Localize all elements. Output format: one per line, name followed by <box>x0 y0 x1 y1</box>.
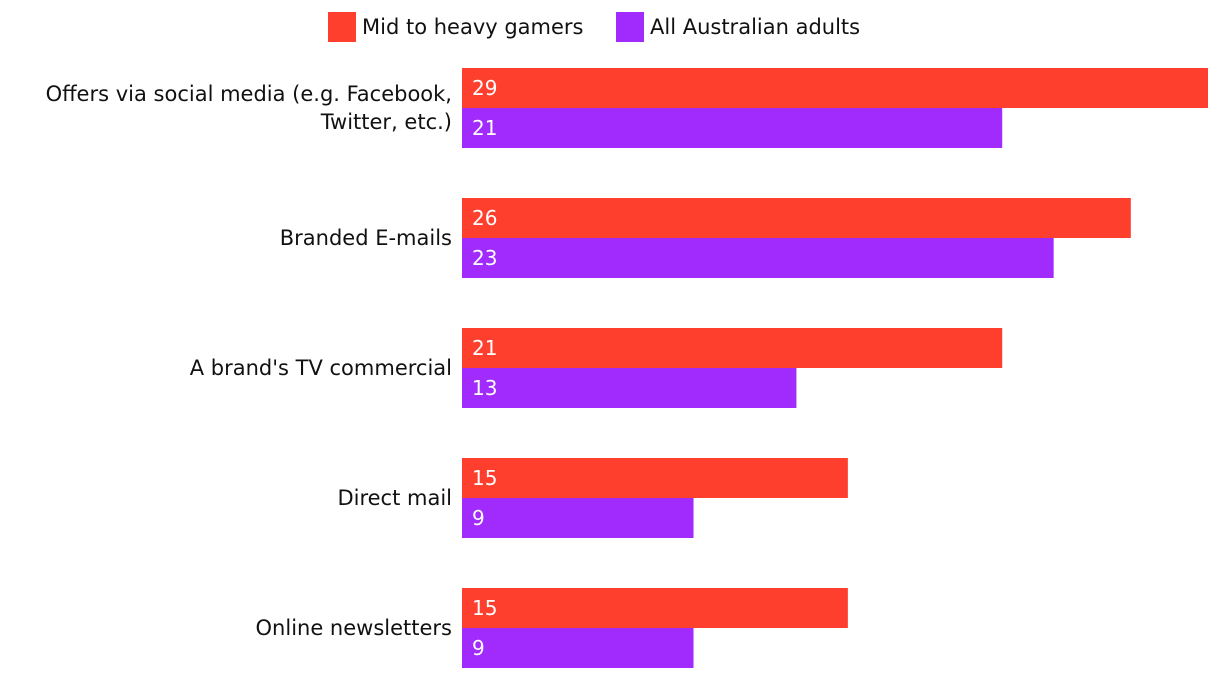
data-label-all-australian-adults-1: 23 <box>472 246 497 270</box>
data-label-all-australian-adults-4: 9 <box>472 636 485 660</box>
category-label-line: Online newsletters <box>256 616 452 640</box>
bar-all-australian-adults-2 <box>462 368 797 408</box>
data-label-mid-to-heavy-gamers-1: 26 <box>472 206 497 230</box>
bar-all-australian-adults-3 <box>462 498 694 538</box>
data-label-mid-to-heavy-gamers-2: 21 <box>472 336 497 360</box>
legend-label-all-australian-adults: All Australian adults <box>650 15 860 39</box>
data-label-all-australian-adults-3: 9 <box>472 506 485 530</box>
category-label-2: A brand's TV commercial <box>190 356 452 380</box>
category-label-line: Twitter, etc.) <box>320 110 452 134</box>
bar-mid-to-heavy-gamers-1 <box>462 198 1131 238</box>
legend: Mid to heavy gamers All Australian adult… <box>328 12 860 42</box>
bar-mid-to-heavy-gamers-4 <box>462 588 848 628</box>
category-label-line: Direct mail <box>337 486 452 510</box>
category-label-3: Direct mail <box>337 486 452 510</box>
legend-swatch-mid-to-heavy-gamers <box>328 12 356 42</box>
data-label-all-australian-adults-0: 21 <box>472 116 497 140</box>
bar-mid-to-heavy-gamers-0 <box>462 68 1208 108</box>
data-label-mid-to-heavy-gamers-0: 29 <box>472 76 497 100</box>
bar-mid-to-heavy-gamers-2 <box>462 328 1003 368</box>
legend-label-mid-to-heavy-gamers: Mid to heavy gamers <box>362 15 584 39</box>
plot-area: Offers via social media (e.g. Facebook, T… <box>46 68 1208 668</box>
data-label-all-australian-adults-2: 13 <box>472 376 497 400</box>
bar-all-australian-adults-0 <box>462 108 1003 148</box>
bar-mid-to-heavy-gamers-3 <box>462 458 848 498</box>
category-label-line: Branded E-mails <box>280 226 452 250</box>
bar-all-australian-adults-1 <box>462 238 1054 278</box>
bar-all-australian-adults-4 <box>462 628 694 668</box>
legend-swatch-all-australian-adults <box>616 12 644 42</box>
category-label-0: Offers via social media (e.g. Facebook, T… <box>46 82 452 134</box>
category-label-line: A brand's TV commercial <box>190 356 452 380</box>
category-label-1: Branded E-mails <box>280 226 452 250</box>
category-label-4: Online newsletters <box>256 616 452 640</box>
category-label-line: Offers via social media (e.g. Facebook, <box>46 82 452 106</box>
data-label-mid-to-heavy-gamers-4: 15 <box>472 596 497 620</box>
data-label-mid-to-heavy-gamers-3: 15 <box>472 466 497 490</box>
